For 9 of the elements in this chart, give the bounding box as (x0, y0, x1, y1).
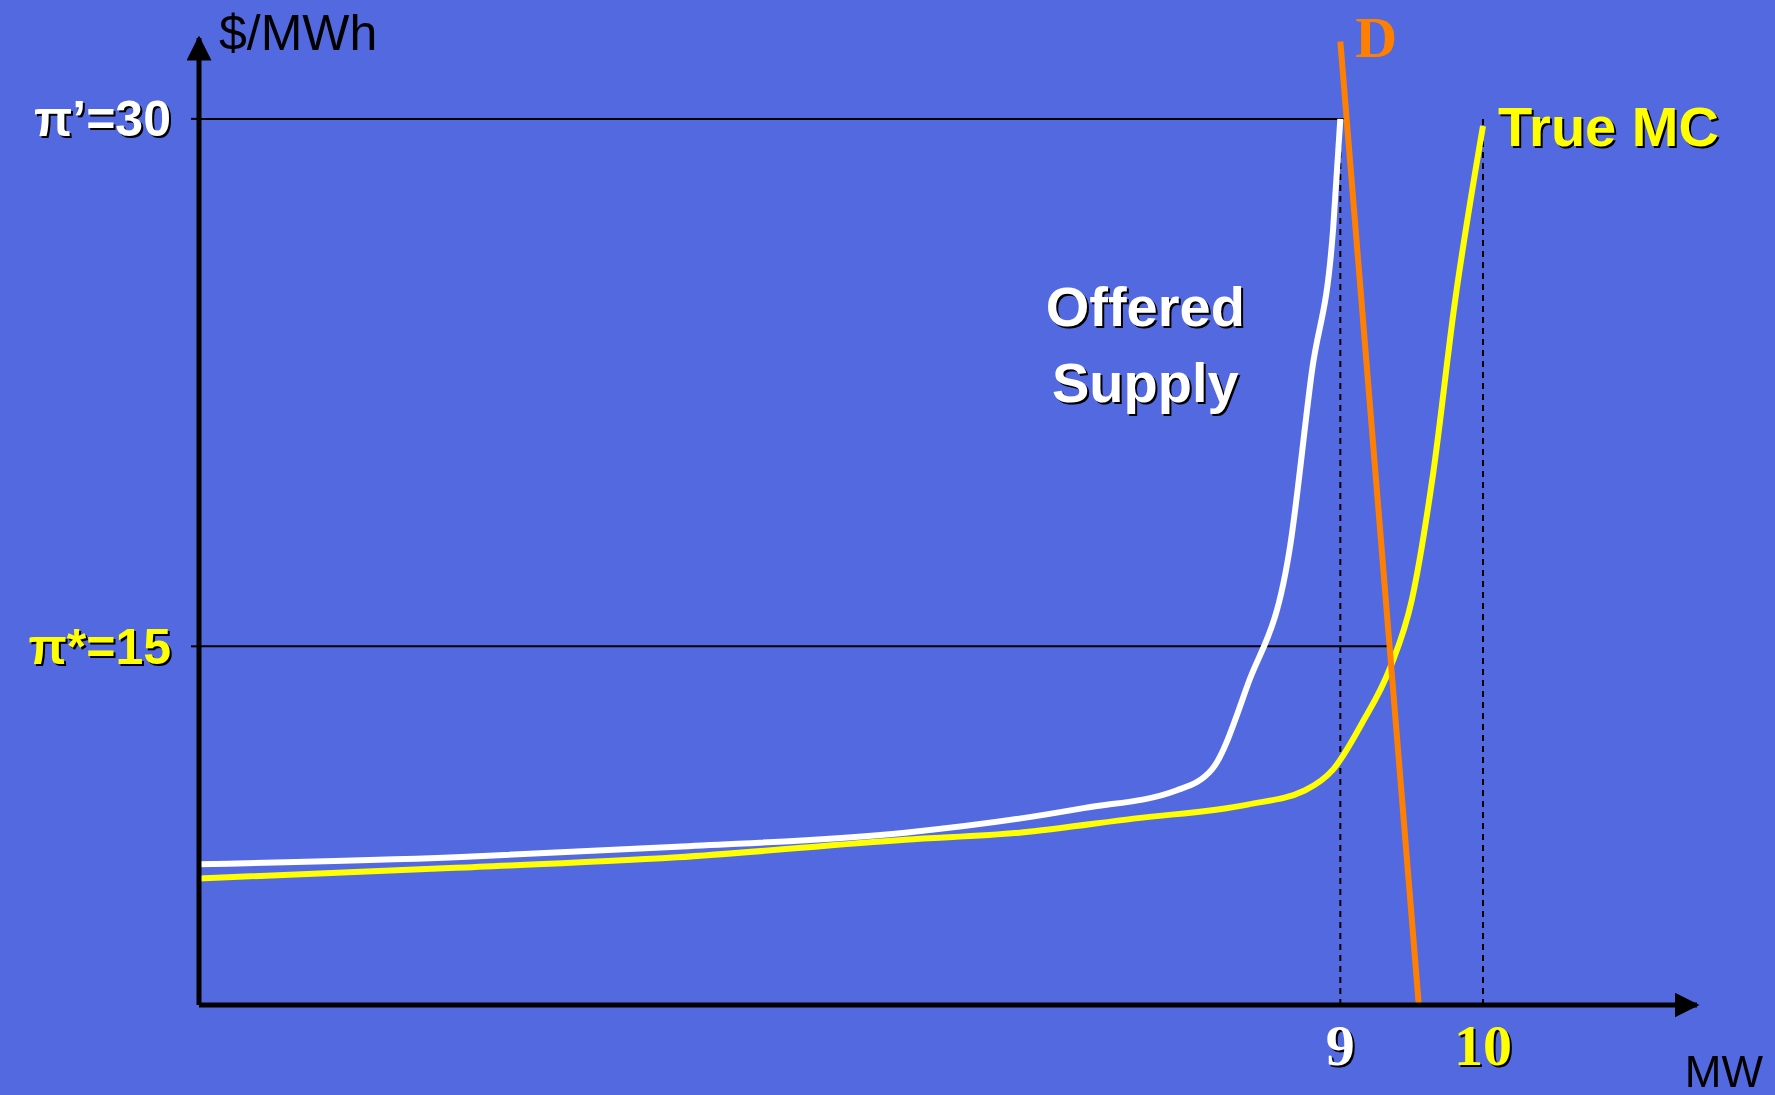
x-axis-title: MW (1684, 1047, 1764, 1095)
y-tick-label: π’=30 (34, 91, 171, 148)
series-label: Offered Supply (1045, 274, 1245, 414)
y-tick-label: π*=15 (28, 618, 171, 675)
series-label: True MC (1498, 94, 1719, 158)
y-axis-title: $/MWh (219, 5, 378, 61)
x-tick-label: 9 (1325, 1013, 1355, 1078)
series-label: D (1355, 4, 1398, 70)
x-tick-label: 10 (1454, 1013, 1512, 1078)
